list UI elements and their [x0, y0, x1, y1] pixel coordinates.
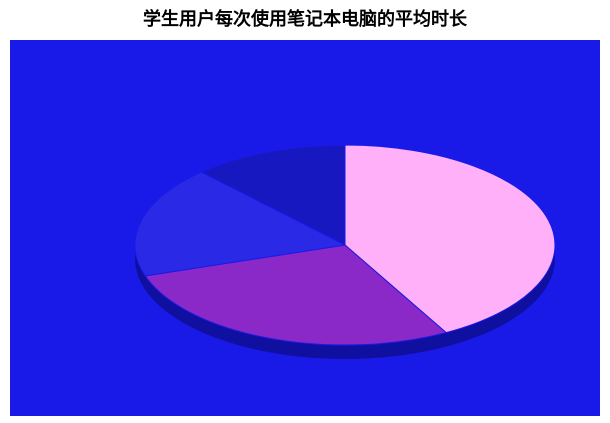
pie-slice	[344, 144, 556, 334]
chart-title: 学生用户每次使用笔记本电脑的平均时长	[143, 8, 468, 30]
pie-slice	[134, 171, 347, 277]
pie-slice	[200, 144, 346, 246]
pie-slice	[144, 244, 448, 346]
